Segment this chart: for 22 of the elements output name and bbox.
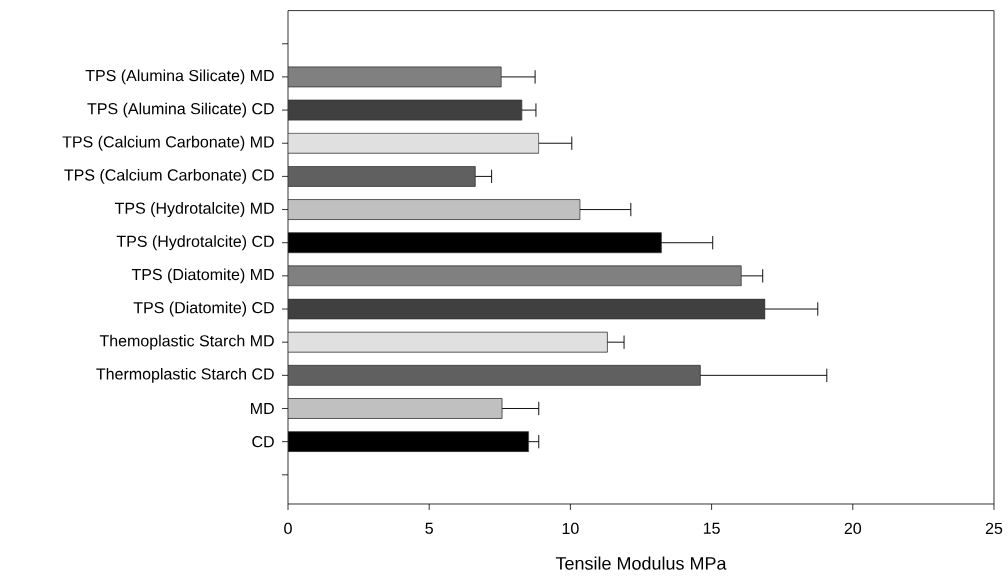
x-tick-label: 10 [562, 522, 579, 535]
y-tick-label: TPS (Diatomite) CD [133, 301, 274, 317]
y-tick-label: Thermoplastic Starch CD [96, 367, 274, 383]
x-tick-label: 15 [703, 522, 720, 534]
x-tick-label: 20 [844, 522, 862, 535]
y-tick-label: Themoplastic Starch MD [99, 334, 274, 350]
x-axis-title: Tensile Modulus MPa [555, 556, 727, 570]
y-tick-label: TPS (Diatomite) MD [131, 268, 274, 284]
y-tick-label: CD [252, 436, 274, 448]
y-tick-label: TPS (Calcium Carbonate) MD [62, 135, 274, 151]
bar [288, 132, 540, 154]
x-tick-label: 5 [425, 522, 433, 534]
y-tick-label: TPS (Hydrotalcite) CD [116, 235, 274, 251]
y-tick-label: TPS (Calcium Carbonate) CD [64, 168, 274, 184]
bar [288, 298, 766, 320]
x-tick-label: 0 [284, 522, 292, 535]
y-tick-label: TPS (Alumina Silicate) CD [87, 102, 274, 118]
y-tick-label: MD [251, 403, 274, 414]
x-tick-label: 25 [985, 522, 1003, 535]
y-tick-label: TPS (Alumina Silicate) MD [85, 69, 274, 85]
y-tick-label: TPS (Hydrotalcite) MD [114, 202, 274, 218]
bar [288, 165, 476, 187]
